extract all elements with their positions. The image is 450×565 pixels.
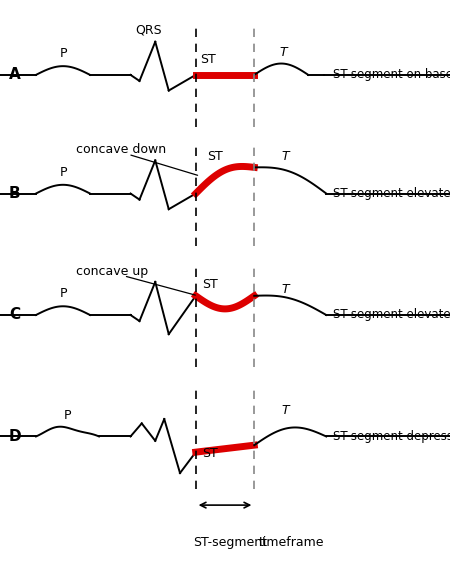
Text: T: T <box>282 405 289 418</box>
Text: ST-segment on baseline: ST-segment on baseline <box>333 68 450 81</box>
Text: ST-segment elevated: ST-segment elevated <box>333 308 450 321</box>
Text: C: C <box>9 307 20 323</box>
Text: concave up: concave up <box>76 265 148 278</box>
Text: ST-segment: ST-segment <box>194 536 267 549</box>
Text: timeframe: timeframe <box>259 536 324 549</box>
Text: P: P <box>64 408 71 421</box>
Text: ST-segment elevated: ST-segment elevated <box>333 187 450 200</box>
Text: ST-segment depressed: ST-segment depressed <box>333 430 450 443</box>
Text: A: A <box>9 67 21 82</box>
Text: QRS: QRS <box>135 24 162 37</box>
Text: T: T <box>280 46 287 59</box>
Text: P: P <box>59 166 67 179</box>
Text: P: P <box>59 287 67 300</box>
Text: concave down: concave down <box>76 144 166 157</box>
Text: B: B <box>9 186 21 201</box>
Text: ST: ST <box>207 150 223 163</box>
Text: T: T <box>282 150 289 163</box>
Text: D: D <box>9 429 22 444</box>
Text: T: T <box>282 283 289 296</box>
Text: ST: ST <box>200 53 216 66</box>
Text: ST: ST <box>202 447 218 460</box>
Text: ST: ST <box>202 277 218 290</box>
Text: P: P <box>59 47 67 60</box>
